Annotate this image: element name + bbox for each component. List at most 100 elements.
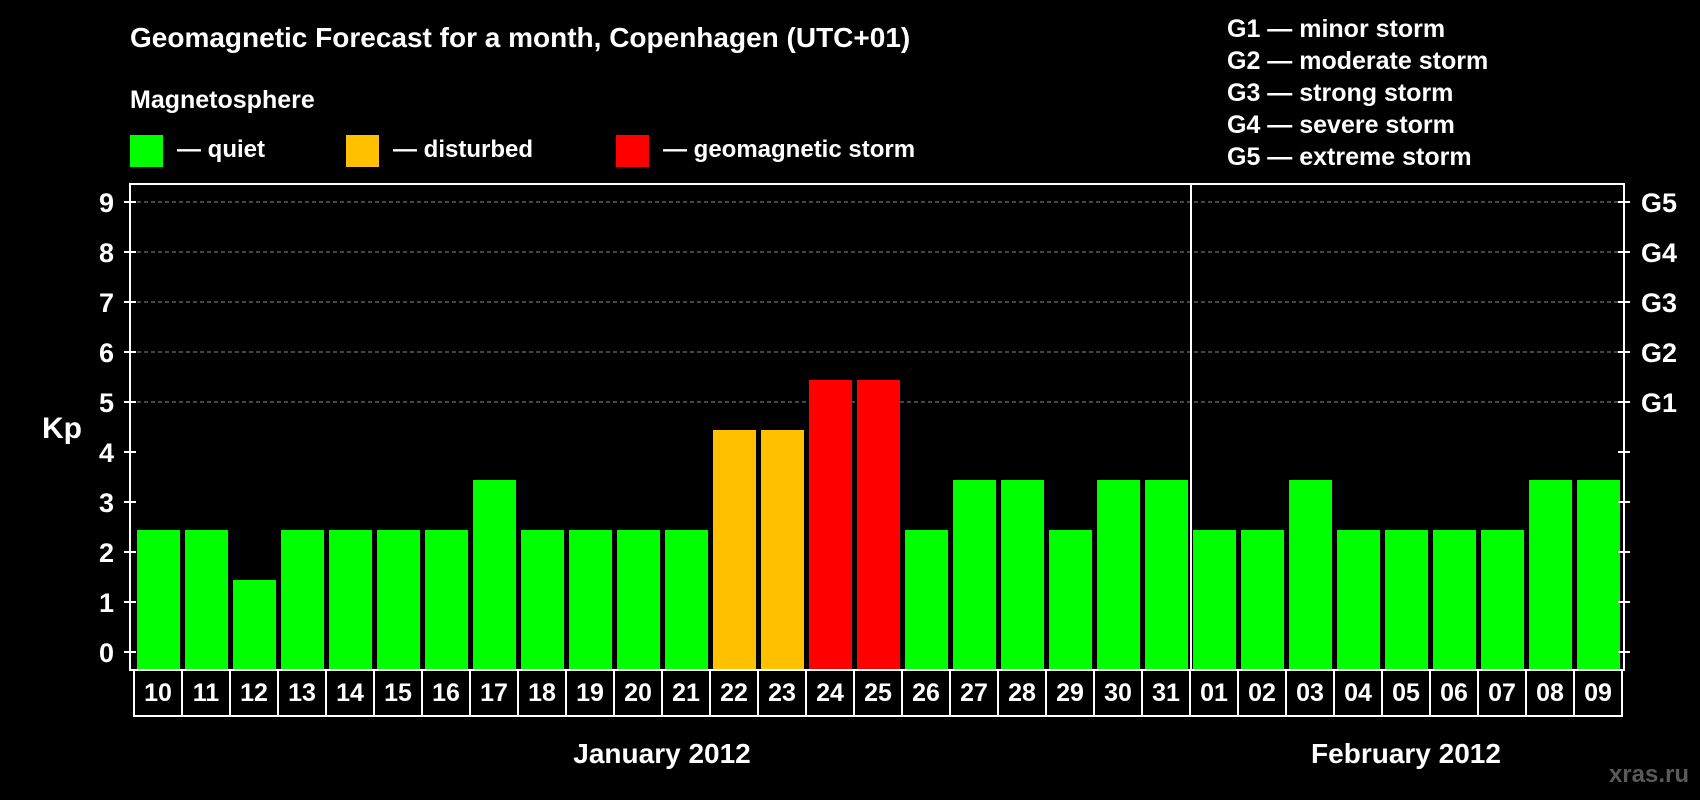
- bar-14: [329, 530, 372, 670]
- bars: [137, 380, 1620, 670]
- bar-22: [713, 430, 756, 670]
- x-axis: 10 11 12 13 14 15 16 17 18 19 20 21 22 23 24 25 26 27 28 29…: [133, 669, 1623, 717]
- storm-scale-g5: G5 — extreme storm: [1227, 143, 1472, 171]
- bar-13: [281, 530, 324, 670]
- y-tick-label: 3: [99, 488, 114, 518]
- bar-23: [761, 430, 804, 670]
- bar-26: [905, 530, 948, 670]
- day-label: 19: [576, 679, 604, 707]
- day-label: 04: [1344, 679, 1372, 707]
- month-labels: January 2012 February 2012: [573, 738, 1501, 769]
- y-tick-label: 9: [99, 188, 114, 218]
- day-label: 06: [1440, 679, 1468, 707]
- day-label: 10: [144, 679, 172, 707]
- y-tick-label: 2: [99, 538, 114, 568]
- bar-29: [1049, 530, 1092, 670]
- y-tick-label: 1: [99, 588, 114, 618]
- month-label: February 2012: [1311, 738, 1501, 769]
- storm-level-label: G4: [1641, 238, 1677, 268]
- day-label: 09: [1584, 679, 1612, 707]
- storm-scale-g1: G1 — minor storm: [1227, 15, 1445, 43]
- day-label: 23: [768, 679, 796, 707]
- bar-27: [953, 480, 996, 670]
- day-label: 15: [384, 679, 412, 707]
- y-tick-label: 6: [99, 338, 114, 368]
- bar-15: [377, 530, 420, 670]
- y-tick-label: 0: [99, 638, 114, 668]
- day-label: 16: [432, 679, 460, 707]
- day-label: 07: [1488, 679, 1516, 707]
- bar-17: [473, 480, 516, 670]
- bar-20: [617, 530, 660, 670]
- y-tick-label: 4: [99, 438, 114, 468]
- day-label: 27: [960, 679, 988, 707]
- legend-swatch-disturbed: [346, 135, 379, 167]
- legend: — quiet — disturbed — geomagnetic storm: [130, 135, 915, 167]
- month-label: January 2012: [573, 738, 750, 769]
- day-label: 22: [720, 679, 748, 707]
- day-label: 13: [288, 679, 316, 707]
- legend-label-quiet: — quiet: [177, 136, 265, 163]
- bar-16: [425, 530, 468, 670]
- bar-09: [1577, 480, 1620, 670]
- legend-swatch-quiet: [130, 135, 163, 167]
- y-tick-label: 5: [99, 388, 114, 418]
- day-label: 17: [480, 679, 508, 707]
- storm-level-label: G1: [1641, 388, 1677, 418]
- bar-03: [1289, 480, 1332, 670]
- storm-scale-g2: G2 — moderate storm: [1227, 47, 1488, 75]
- day-label: 20: [624, 679, 652, 707]
- bar-19: [569, 530, 612, 670]
- day-label: 24: [816, 679, 844, 707]
- day-label: 12: [240, 679, 268, 707]
- bar-01: [1193, 530, 1236, 670]
- right-axis: G1 G2 G3 G4 G5: [1618, 188, 1677, 653]
- storm-level-label: G2: [1641, 338, 1677, 368]
- day-label: 25: [864, 679, 892, 707]
- y-axis-label: Kp: [42, 412, 82, 445]
- bar-08: [1529, 480, 1572, 670]
- day-label: 29: [1056, 679, 1084, 707]
- storm-level-label: G5: [1641, 188, 1677, 218]
- watermark: xras.ru: [1609, 761, 1689, 788]
- day-label: 08: [1536, 679, 1564, 707]
- storm-level-label: G3: [1641, 288, 1677, 318]
- day-label: 30: [1104, 679, 1132, 707]
- day-label: 11: [193, 679, 220, 707]
- bar-12: [233, 580, 276, 670]
- storm-scale-g3: G3 — strong storm: [1227, 79, 1453, 107]
- bar-05: [1385, 530, 1428, 670]
- bar-10: [137, 530, 180, 670]
- bar-25: [857, 380, 900, 670]
- legend-swatch-storm: [616, 135, 649, 167]
- bar-28: [1001, 480, 1044, 670]
- bar-07: [1481, 530, 1524, 670]
- y-tick-label: 7: [99, 288, 114, 318]
- legend-label-disturbed: — disturbed: [393, 136, 533, 163]
- bar-24: [809, 380, 852, 670]
- day-label: 18: [528, 679, 556, 707]
- bar-11: [185, 530, 228, 670]
- day-label: 02: [1248, 679, 1276, 707]
- bar-02: [1241, 530, 1284, 670]
- legend-title: Magnetosphere: [130, 86, 315, 114]
- chart-title: Geomagnetic Forecast for a month, Copenh…: [130, 22, 910, 53]
- day-label: 03: [1296, 679, 1324, 707]
- day-label: 26: [912, 679, 940, 707]
- bar-21: [665, 530, 708, 670]
- bar-30: [1097, 480, 1140, 670]
- storm-scale-g4: G4 — severe storm: [1227, 111, 1455, 139]
- y-tick-label: 8: [99, 238, 114, 268]
- y-axis: 0 1 2 3 4 5 6 7 8 9: [99, 188, 136, 668]
- bar-04: [1337, 530, 1380, 670]
- day-box: [1573, 669, 1623, 717]
- storm-scale-legend: G1 — minor storm G2 — moderate storm G3 …: [1227, 15, 1488, 171]
- grid: [130, 201, 1624, 403]
- bar-18: [521, 530, 564, 670]
- day-label: 01: [1200, 679, 1228, 707]
- day-label: 21: [672, 679, 700, 707]
- day-label: 28: [1008, 679, 1036, 707]
- legend-label-storm: — geomagnetic storm: [663, 136, 915, 163]
- day-label: 14: [336, 679, 364, 707]
